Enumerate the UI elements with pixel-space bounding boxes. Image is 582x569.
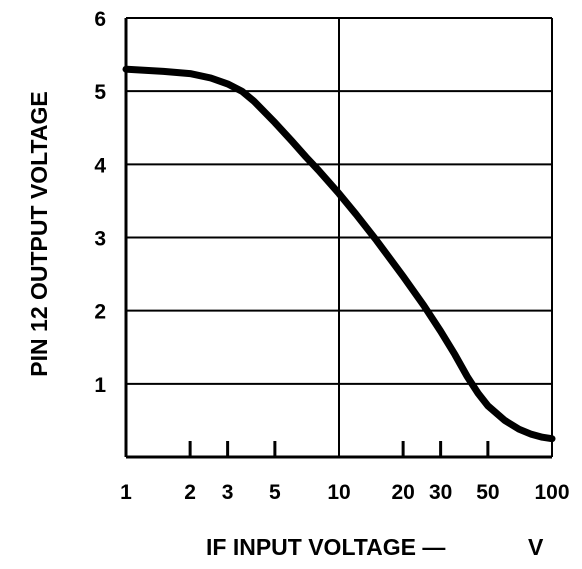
x-tick-label: 100 <box>534 481 569 504</box>
y-tick-label: 1 <box>94 374 106 397</box>
y-tick-label: 4 <box>94 154 106 177</box>
series-line <box>122 65 556 443</box>
grid <box>126 18 552 457</box>
plot-frame <box>124 17 553 459</box>
x-tick-label: 10 <box>327 481 350 504</box>
x-tick-label: 20 <box>391 481 414 504</box>
x-ticks <box>188 441 490 457</box>
y-tick-label: 3 <box>94 228 106 251</box>
x-tick-labels: 1 2 3 5 10 20 30 50 100 <box>120 481 569 504</box>
x-axis-title: IF INPUT VOLTAGE — <box>206 534 445 560</box>
y-axis-title: PIN 12 OUTPUT VOLTAGE <box>26 91 52 376</box>
y-tick-label: 5 <box>94 81 106 104</box>
x-tick-label: 50 <box>476 481 499 504</box>
series-group <box>122 65 556 443</box>
y-tick-labels: 1 2 3 4 5 6 <box>94 8 106 397</box>
x-tick-label: 30 <box>429 481 452 504</box>
y-tick-label: 2 <box>94 301 106 324</box>
x-tick-label: 5 <box>269 481 281 504</box>
x-tick-label: 2 <box>184 481 196 504</box>
x-tick-label: 3 <box>222 481 234 504</box>
x-axis-unit: V <box>528 534 544 560</box>
x-tick-label: 1 <box>120 481 132 504</box>
y-tick-label: 6 <box>94 8 106 31</box>
